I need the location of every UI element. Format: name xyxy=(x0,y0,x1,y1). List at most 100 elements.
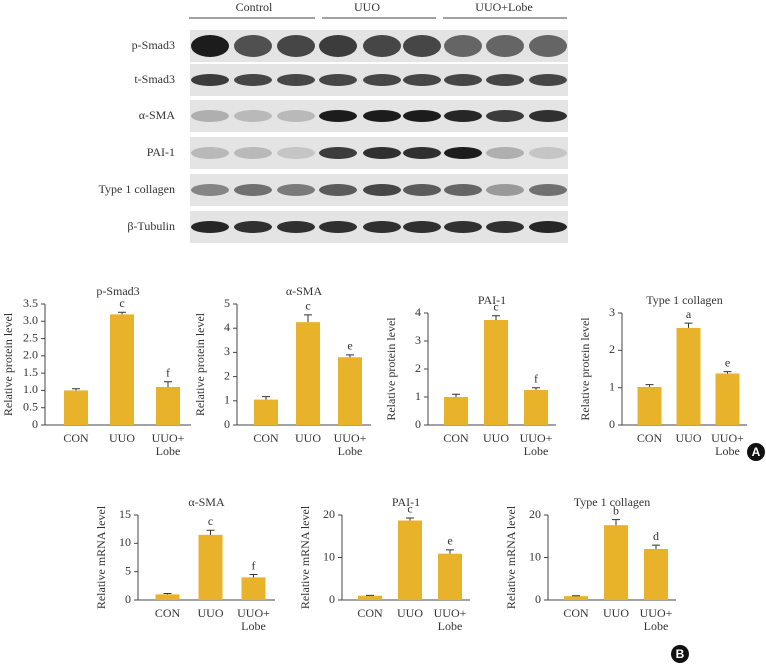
blot-band xyxy=(444,110,482,122)
x-tick-label: UUO xyxy=(198,606,224,620)
error-bar xyxy=(406,517,414,521)
significance-label: e xyxy=(347,339,352,353)
y-tick-label: 0 xyxy=(535,592,541,606)
blot-band xyxy=(277,74,315,86)
y-axis-label: Relative mRNA level xyxy=(298,505,312,609)
blot-band xyxy=(363,147,401,159)
x-tick-label: CON xyxy=(637,431,663,445)
blot-band xyxy=(529,147,567,159)
y-axis-label: Relative protein level xyxy=(1,312,15,416)
bar xyxy=(338,357,362,425)
y-tick-label: 2.0 xyxy=(23,348,38,362)
y-tick-label: 1 xyxy=(224,393,230,407)
bar xyxy=(637,386,662,425)
x-tick-label: UUO+ Lobe xyxy=(640,606,673,633)
y-tick-label: 20 xyxy=(529,507,541,521)
error-bar xyxy=(612,519,620,526)
blot-band xyxy=(191,110,229,122)
significance-label: c xyxy=(493,300,498,314)
blot-band xyxy=(277,147,315,159)
error-bar xyxy=(452,393,460,397)
significance-label: b xyxy=(613,503,619,517)
blot-band xyxy=(444,35,482,57)
significance-label: c xyxy=(208,514,213,528)
bar xyxy=(155,594,180,600)
blot-band xyxy=(444,74,482,86)
x-tick-label: CON xyxy=(563,606,589,620)
y-tick-label: 10 xyxy=(119,535,131,549)
bar xyxy=(676,327,701,425)
y-tick-label: 0 xyxy=(329,592,335,606)
row-label: p-Smad3 xyxy=(132,38,175,52)
y-tick-label: 3 xyxy=(224,344,230,358)
row-label: β-Tubulin xyxy=(127,219,175,233)
y-axis-label: Relative protein level xyxy=(384,317,398,421)
y-tick-label: 1 xyxy=(415,389,421,403)
blot-band xyxy=(319,147,357,159)
bar xyxy=(438,553,462,600)
x-tick-label: UUO xyxy=(603,606,629,620)
y-tick-label: 0 xyxy=(32,417,38,431)
blot-band xyxy=(234,221,272,233)
blot-band xyxy=(403,110,441,122)
bar xyxy=(524,390,548,425)
y-tick-label: 20 xyxy=(323,507,335,521)
y-axis-label: Relative protein level xyxy=(578,317,592,421)
blot-band xyxy=(529,74,567,86)
y-tick-label: 4 xyxy=(224,320,230,334)
blot-band xyxy=(277,35,315,57)
error-bar xyxy=(304,314,312,323)
error-bar xyxy=(206,529,215,535)
x-tick-label: UUO xyxy=(397,606,423,620)
chart-title: α-SMA xyxy=(286,284,323,298)
y-tick-label: 2.5 xyxy=(23,330,38,344)
bar xyxy=(198,534,223,600)
blot-band xyxy=(444,184,482,196)
error-bar xyxy=(249,574,258,578)
x-tick-label: CON xyxy=(63,431,89,445)
x-tick-label: CON xyxy=(253,431,279,445)
blot-band xyxy=(191,221,229,233)
x-tick-label: UUO+ Lobe xyxy=(237,606,270,633)
y-tick-label: 0 xyxy=(224,417,230,431)
blot-band xyxy=(363,221,401,233)
y-tick-label: 1.0 xyxy=(23,382,38,396)
significance-label: c xyxy=(407,502,412,516)
error-bar xyxy=(723,371,732,374)
blot-band xyxy=(277,184,315,196)
x-tick-label: UUO xyxy=(676,431,702,445)
blot-band xyxy=(234,35,272,57)
blot-band xyxy=(277,110,315,122)
y-tick-label: 4 xyxy=(415,305,421,319)
bar xyxy=(296,322,320,425)
blot-band xyxy=(529,35,567,57)
blot-band xyxy=(319,74,357,86)
western-blot xyxy=(190,30,568,243)
group-label: UUO xyxy=(354,0,380,14)
y-tick-label: 0.5 xyxy=(23,399,38,413)
error-bar xyxy=(163,592,172,595)
blot-band xyxy=(191,147,229,159)
group-label: Control xyxy=(236,0,273,14)
x-tick-label: UUO xyxy=(483,431,509,445)
bar xyxy=(604,525,628,600)
bar xyxy=(254,399,278,425)
row-label: Type 1 collagen xyxy=(99,182,175,196)
error-bar xyxy=(262,396,270,400)
y-tick-label: 5 xyxy=(125,563,131,577)
blot-band xyxy=(529,110,567,122)
y-tick-label: 10 xyxy=(529,549,541,563)
panel-badge xyxy=(671,645,689,663)
significance-label: f xyxy=(252,558,256,572)
blot-band xyxy=(444,221,482,233)
error-bar xyxy=(645,384,654,387)
error-bar xyxy=(72,388,80,391)
blot-band xyxy=(486,221,524,233)
y-axis-label: Relative protein level xyxy=(193,312,207,416)
y-tick-label: 1.5 xyxy=(23,365,38,379)
x-tick-label: UUO xyxy=(295,431,321,445)
bar xyxy=(358,595,382,600)
blot-band xyxy=(277,221,315,233)
blot-band xyxy=(234,184,272,196)
